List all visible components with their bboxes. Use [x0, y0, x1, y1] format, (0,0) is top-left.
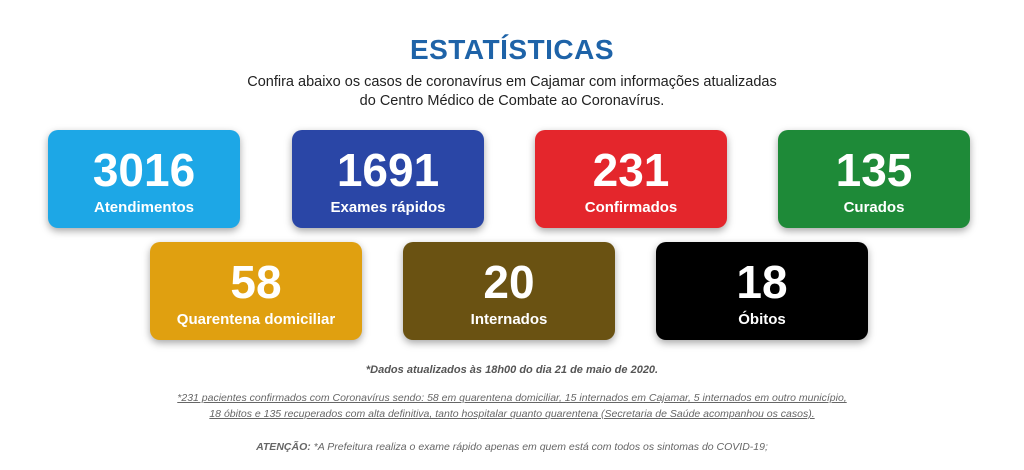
- stat-label: Quarentena domiciliar: [176, 311, 336, 328]
- update-note: *Dados atualizados às 18h00 do dia 21 de…: [365, 364, 659, 376]
- footnote-line-2: 18 óbitos e 135 recuperados com alta def…: [209, 408, 815, 420]
- stat-card-internados: 20 Internados: [403, 242, 615, 340]
- stat-value: 231: [592, 144, 670, 196]
- stat-label: Atendimentos: [93, 199, 194, 216]
- stat-value: 135: [835, 144, 913, 196]
- stat-value: 58: [230, 256, 282, 308]
- stat-label: Curados: [843, 199, 905, 216]
- attention-text: *A Prefeitura realiza o exame rápido ape…: [310, 441, 768, 453]
- stat-value: 20: [483, 256, 535, 308]
- stat-value: 1691: [336, 144, 440, 196]
- stat-label: Óbitos: [738, 311, 786, 328]
- stat-value: 3016: [92, 144, 196, 196]
- page-subtitle: Confira abaixo os casos de coronavírus e…: [212, 73, 812, 111]
- page-title: ESTATÍSTICAS: [409, 34, 615, 65]
- stat-card-curados: 135 Curados: [778, 130, 970, 228]
- subtitle-line-1: Confira abaixo os casos de coronavírus e…: [247, 74, 777, 90]
- stat-card-confirmados: 231 Confirmados: [535, 130, 727, 228]
- subtitle-line-2: do Centro Médico de Combate ao Coronavír…: [359, 93, 665, 109]
- stat-card-obitos: 18 Óbitos: [656, 242, 868, 340]
- stat-card-quarentena-domiciliar: 58 Quarentena domiciliar: [150, 242, 362, 340]
- footnote-line-1: *231 pacientes confirmados com Coronavír…: [177, 392, 847, 404]
- cases-footnote: *231 pacientes confirmados com Coronavír…: [132, 390, 892, 422]
- attention-note: ATENÇÃO: *A Prefeitura realiza o exame r…: [0, 441, 1024, 453]
- stat-card-atendimentos: 3016 Atendimentos: [48, 130, 240, 228]
- stat-value: 18: [736, 256, 788, 308]
- stat-card-exames-rapidos: 1691 Exames rápidos: [292, 130, 484, 228]
- stat-label: Confirmados: [584, 199, 678, 216]
- stat-label: Internados: [470, 311, 548, 328]
- stat-label: Exames rápidos: [330, 199, 446, 216]
- attention-label: ATENÇÃO:: [256, 441, 311, 453]
